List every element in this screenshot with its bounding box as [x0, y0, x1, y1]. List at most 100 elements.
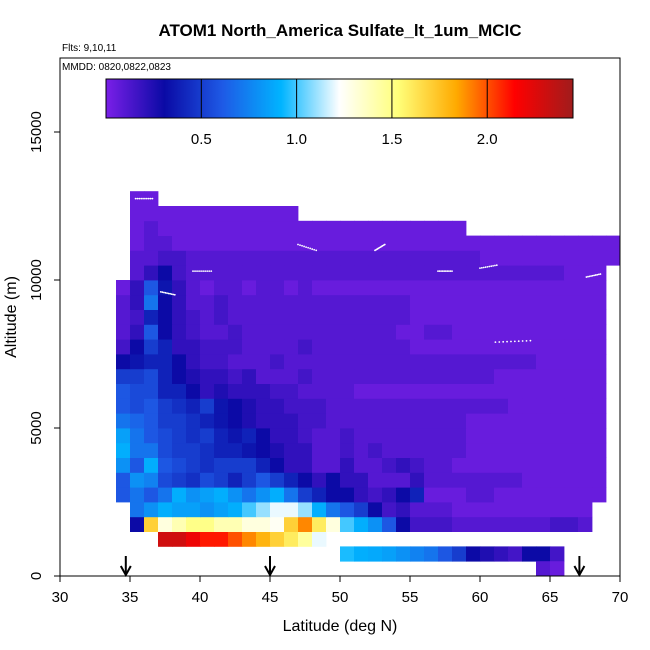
track-dot: [147, 197, 150, 200]
heatmap-cell: [256, 354, 271, 370]
heatmap-cell: [508, 442, 523, 458]
heatmap-cell: [186, 280, 201, 296]
heatmap-cell: [172, 324, 187, 340]
heatmap-cell: [382, 220, 397, 236]
heatmap-cell: [228, 516, 243, 532]
heatmap-cell: [144, 487, 159, 503]
heatmap-cell: [522, 250, 537, 266]
heatmap-cell: [466, 442, 481, 458]
heatmap-cell: [536, 250, 551, 266]
heatmap-cell: [438, 546, 453, 562]
heatmap-cell: [116, 472, 131, 488]
heatmap-cell: [494, 339, 509, 355]
heatmap-cell: [340, 309, 355, 325]
track-dot: [301, 244, 303, 247]
heatmap-cell: [214, 250, 229, 266]
heatmap-cell: [578, 502, 593, 518]
track-dot: [145, 197, 148, 200]
heatmap-cell: [522, 324, 537, 340]
heatmap-cell: [564, 324, 579, 340]
track-dot: [510, 340, 512, 343]
heatmap-cell: [340, 472, 355, 488]
heatmap-cell: [312, 516, 327, 532]
heatmap-cell: [186, 339, 201, 355]
heatmap-cell: [214, 309, 229, 325]
heatmap-cell: [438, 516, 453, 532]
heatmap-cell: [312, 442, 327, 458]
heatmap-cell: [130, 413, 145, 429]
heatmap-cell: [592, 428, 607, 444]
heatmap-cell: [214, 368, 229, 384]
heatmap-cell: [130, 235, 145, 251]
heatmap-cell: [312, 531, 327, 547]
heatmap-cell: [200, 413, 215, 429]
heatmap-cell: [130, 457, 145, 473]
heatmap-cell: [312, 502, 327, 518]
heatmap-cell: [172, 206, 187, 222]
heatmap-cell: [186, 383, 201, 399]
track-dot: [198, 270, 200, 273]
heatmap-cell: [340, 294, 355, 310]
heatmap-cell: [214, 516, 229, 532]
heatmap-cell: [270, 502, 285, 518]
heatmap-cell: [130, 383, 145, 399]
heatmap-cell: [396, 339, 411, 355]
heatmap-cell: [480, 457, 495, 473]
heatmap-cell: [242, 428, 257, 444]
heatmap-cell: [382, 487, 397, 503]
track-dot: [443, 270, 446, 273]
heatmap-cell: [536, 457, 551, 473]
heatmap-cell: [144, 235, 159, 251]
heatmap-cell: [270, 324, 285, 340]
heatmap-cell: [578, 368, 593, 384]
heatmap-cell: [158, 354, 173, 370]
heatmap-cell: [438, 413, 453, 429]
heatmap-cell: [592, 339, 607, 355]
heatmap-cell: [298, 324, 313, 340]
heatmap-cell: [564, 383, 579, 399]
heatmap-cell: [116, 457, 131, 473]
track-dot: [506, 340, 508, 343]
heatmap-cell: [536, 546, 551, 562]
heatmap-cell: [158, 294, 173, 310]
heatmap-cell: [578, 339, 593, 355]
heatmap-cell: [396, 383, 411, 399]
heatmap-cell: [466, 516, 481, 532]
heatmap-cell: [396, 413, 411, 429]
heatmap-cell: [410, 294, 425, 310]
heatmap-cell: [158, 280, 173, 296]
heatmap-cell: [172, 220, 187, 236]
heatmap-cell: [550, 368, 565, 384]
heatmap-cell: [200, 250, 215, 266]
heatmap-cell: [158, 324, 173, 340]
heatmap-cell: [144, 280, 159, 296]
heatmap-cell: [158, 413, 173, 429]
heatmap-cell: [550, 487, 565, 503]
heatmap-cell: [284, 428, 299, 444]
heatmap-cell: [242, 250, 257, 266]
heatmap-cell: [270, 516, 285, 532]
heatmap-cell: [256, 324, 271, 340]
heatmap-cell: [116, 309, 131, 325]
heatmap-cell: [298, 354, 313, 370]
heatmap-cell: [256, 265, 271, 281]
heatmap-cell: [270, 354, 285, 370]
heatmap-cell: [578, 265, 593, 281]
heatmap-cell: [466, 413, 481, 429]
heatmap-cell: [284, 250, 299, 266]
heatmap-cell: [270, 265, 285, 281]
heatmap-cell: [578, 235, 593, 251]
heatmap-cell: [256, 516, 271, 532]
heatmap-cell: [578, 354, 593, 370]
heatmap-cell: [452, 280, 467, 296]
heatmap-cell: [172, 457, 187, 473]
heatmap-cell: [578, 398, 593, 414]
heatmap-cell: [200, 324, 215, 340]
heatmap-cell: [312, 413, 327, 429]
heatmap-cell: [480, 472, 495, 488]
heatmap-cell: [382, 354, 397, 370]
heatmap-cell: [284, 280, 299, 296]
heatmap-cell: [452, 546, 467, 562]
heatmap-cell: [592, 368, 607, 384]
